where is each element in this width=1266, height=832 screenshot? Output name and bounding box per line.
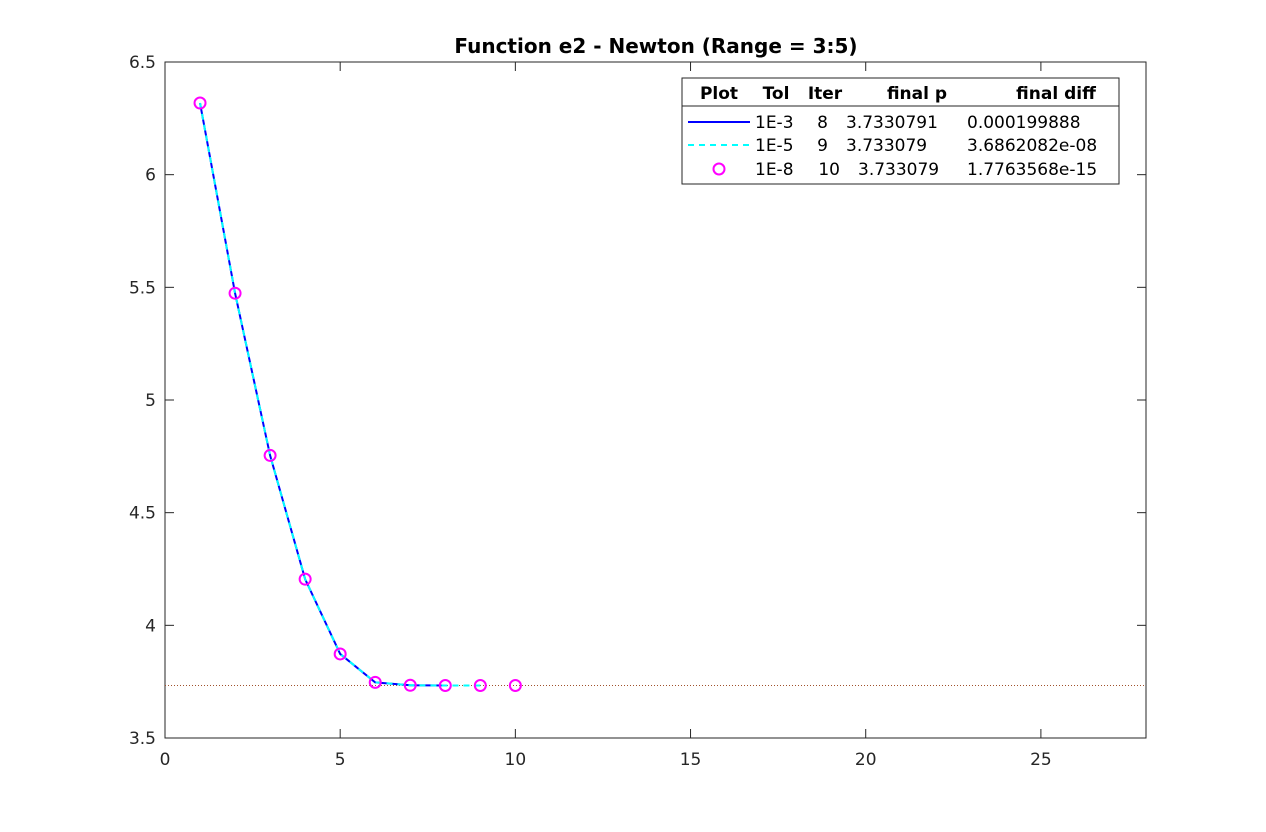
series-marker-tol-1e-8 [368, 675, 382, 689]
legend-cell: 1E-3 [755, 113, 794, 133]
legend-header: Plot [700, 84, 738, 104]
series-marker-tol-1e-8 [298, 572, 312, 586]
x-tick-label: 15 [680, 750, 702, 770]
y-tick-label: 6.5 [129, 53, 156, 73]
legend-header: Tol [763, 84, 790, 104]
y-tick-label: 4.5 [129, 504, 156, 524]
y-tick-label: 6 [145, 166, 156, 186]
y-tick-label: 5 [145, 391, 156, 411]
y-tick-label: 4 [145, 616, 156, 636]
series-marker-tol-1e-8 [193, 96, 207, 110]
series-marker-tol-1e-8 [438, 678, 452, 692]
legend-header: final diff [1016, 84, 1096, 104]
series-line-tol-1e-3 [199, 102, 446, 687]
series-marker-tol-1e-8 [508, 678, 522, 692]
x-tick-label: 25 [1030, 750, 1052, 770]
series-marker-tol-1e-8 [403, 678, 417, 692]
legend-cell: 3.7330791 [846, 113, 938, 133]
y-tick-label: 3.5 [129, 729, 156, 749]
legend-cell: 1E-5 [755, 136, 794, 156]
y-tick-label: 5.5 [129, 278, 156, 298]
x-tick-label: 20 [855, 750, 877, 770]
series-marker-tol-1e-8 [333, 647, 347, 661]
series-marker-tol-1e-8 [473, 678, 487, 692]
legend-box [681, 77, 1120, 185]
legend-sample-marker [712, 162, 726, 176]
legend-header: final p [887, 84, 947, 104]
legend-header: Iter [808, 84, 843, 104]
legend-cell: 10 [818, 160, 840, 180]
legend-cell: 9 [817, 136, 828, 156]
legend: Plot Tol Iter final p final diff 1E-3 8 3.73307… [681, 77, 1120, 185]
x-tick-label: 10 [505, 750, 527, 770]
legend-cell: 8 [817, 113, 828, 133]
chart-title: Function e2 - Newton (Range = 3:5) [454, 34, 857, 58]
series-marker-tol-1e-8 [263, 448, 277, 462]
legend-cell: 1.7763568e-15 [967, 160, 1097, 180]
series-line-tol-1e-5 [199, 102, 481, 687]
legend-cell: 1E-8 [755, 160, 794, 180]
legend-cell: 0.000199888 [967, 113, 1081, 133]
legend-cell: 3.6862082e-08 [967, 136, 1097, 156]
series-marker-tol-1e-8 [228, 286, 242, 300]
x-tick-label: 5 [335, 750, 346, 770]
legend-cell: 3.733079 [858, 160, 939, 180]
x-tick-label: 0 [160, 750, 171, 770]
legend-cell: 3.733079 [846, 136, 927, 156]
